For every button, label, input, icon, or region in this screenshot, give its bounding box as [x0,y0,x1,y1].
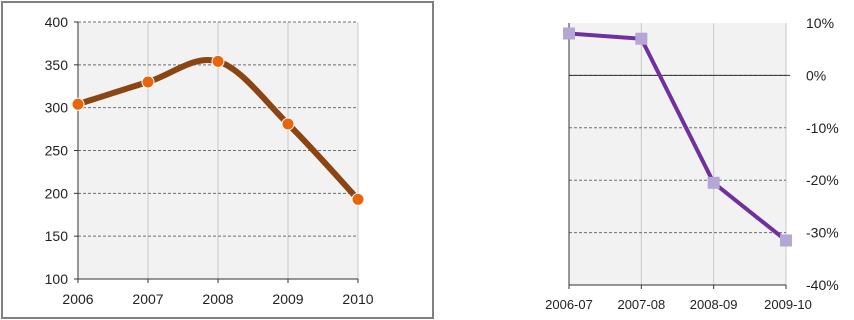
chart-2-x-tick-labels: 2006-07 2007-08 2008-09 2009-10 [545,297,812,312]
chart-1-y-tick-350: 350 [45,57,69,73]
chart-1-x-tick-2006: 2006 [62,291,93,307]
chart-2-series-line [567,31,788,243]
chart-2-x-tick-2008-09: 2008-09 [690,297,738,312]
chart-2-x-tick-2006-07: 2006-07 [545,297,593,312]
chart-1-x-tick-labels: 2006 2007 2008 2009 2010 [62,291,373,307]
chart-2-plot-area [569,23,786,285]
chart-1-y-tick-300: 300 [45,100,69,116]
chart-1-x-tick-2010: 2010 [342,291,373,307]
chart-2-point-2007-08 [635,32,648,45]
chart-1-gridlines [78,21,359,279]
chart-1-x-tick-2008: 2008 [202,291,233,307]
chart-2-y-tick-0: 0% [806,67,826,83]
chart-1-point-2009 [281,117,295,131]
chart-2-x-tick-2009-10: 2009-10 [764,297,812,312]
chart-1-x-tick-2009: 2009 [272,291,303,307]
chart-1-y-tick-200: 200 [45,185,69,201]
chart-2-point-2006-07 [563,27,575,40]
chart-2-y-tick-minus-30: -30% [806,225,839,241]
chart-2-y-tick-minus-10: -10% [806,120,839,136]
chart-2-y-tick-labels: 10% 0% -10% -20% -30% -40% [806,15,839,293]
chart-1-point-2010 [351,192,365,206]
chart-2-y-tick-minus-20: -20% [806,172,839,188]
chart-1-point-2006 [71,97,85,111]
chart-1-point-2008 [211,54,225,68]
chart-2-x-tick-2007-08: 2007-08 [617,297,665,312]
chart-1-y-tick-100: 100 [45,271,69,287]
chart-1-y-tick-labels: 100 150 200 250 300 350 400 [45,14,69,287]
chart-1-point-2007 [141,75,155,89]
chart-2-axes [568,23,790,289]
chart-2-data-points [563,27,792,247]
chart-1-data-points [71,54,365,206]
chart-1-revenue-trend: 100 150 200 250 300 350 400 2006 2007 20… [1,1,434,319]
chart-1-x-tick-2007: 2007 [132,291,163,307]
chart-2-y-tick-minus-40: -40% [806,277,839,293]
chart-1-y-tick-250: 250 [45,143,69,159]
chart-1-axes [74,21,359,283]
chart-2-point-2009-10 [780,234,792,247]
chart-2-y-tick-10: 10% [806,15,834,31]
chart-1-y-tick-400: 400 [45,14,69,30]
chart-1-y-tick-150: 150 [45,228,69,244]
chart-2-percent-change: 10% 0% -10% -20% -30% -40% 2006-07 2007-… [545,15,839,312]
chart-2-point-2008-09 [707,176,720,189]
